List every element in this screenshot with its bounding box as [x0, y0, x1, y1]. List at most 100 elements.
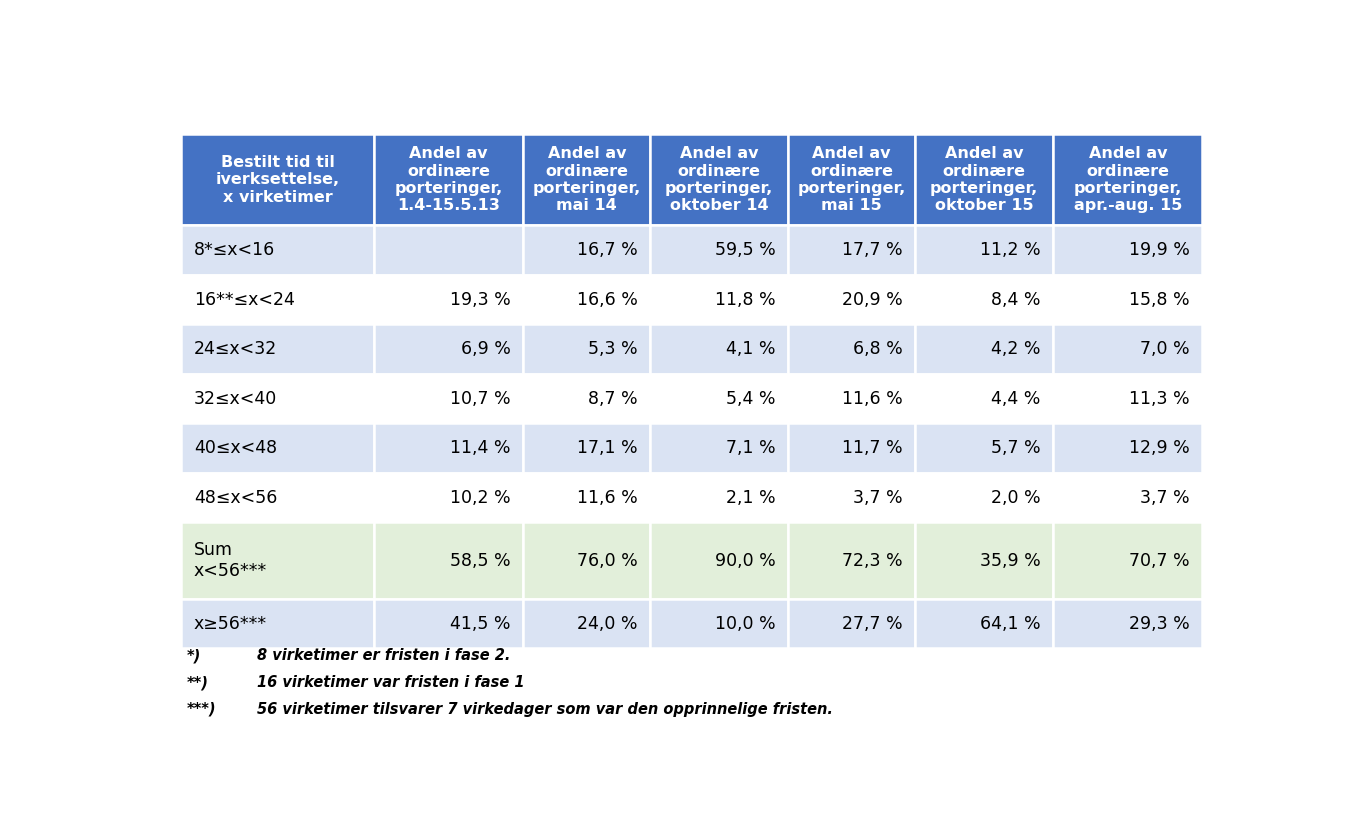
Bar	[651, 225, 788, 275]
Text: 2,1 %: 2,1 %	[726, 488, 776, 507]
Bar	[1053, 473, 1203, 522]
Text: 58,5 %: 58,5 %	[450, 552, 510, 570]
Bar	[1053, 275, 1203, 324]
Bar	[374, 374, 524, 423]
Bar	[524, 225, 651, 275]
Bar	[181, 522, 374, 599]
Bar	[915, 275, 1053, 324]
Text: 4,4 %: 4,4 %	[991, 389, 1041, 408]
Text: Andel av
ordinære
porteringer,
mai 14: Andel av ordinære porteringer, mai 14	[533, 146, 641, 214]
Bar	[788, 374, 915, 423]
Bar	[788, 225, 915, 275]
Text: **): **)	[186, 675, 208, 691]
Bar	[524, 324, 651, 374]
Text: Bestilt tid til
iverksettelse,
x virketimer: Bestilt tid til iverksettelse, x virketi…	[216, 155, 340, 205]
Bar	[374, 275, 524, 324]
Text: 72,3 %: 72,3 %	[842, 552, 903, 570]
Text: 76,0 %: 76,0 %	[576, 552, 637, 570]
Bar	[524, 522, 651, 599]
Bar	[524, 134, 651, 225]
Text: 27,7 %: 27,7 %	[842, 615, 903, 633]
Text: 6,8 %: 6,8 %	[853, 340, 903, 358]
Text: 10,0 %: 10,0 %	[716, 615, 776, 633]
Text: 3,7 %: 3,7 %	[1141, 488, 1189, 507]
Text: 56 virketimer tilsvarer 7 virkedager som var den opprinnelige fristen.: 56 virketimer tilsvarer 7 virkedager som…	[256, 702, 833, 717]
Text: 11,7 %: 11,7 %	[842, 439, 903, 457]
Bar	[915, 374, 1053, 423]
Bar	[651, 423, 788, 473]
Text: 8 virketimer er fristen i fase 2.: 8 virketimer er fristen i fase 2.	[256, 648, 510, 663]
Bar	[915, 134, 1053, 225]
Bar	[1053, 225, 1203, 275]
Text: 10,7 %: 10,7 %	[450, 389, 510, 408]
Text: 16 virketimer var fristen i fase 1: 16 virketimer var fristen i fase 1	[256, 675, 524, 691]
Bar	[524, 473, 651, 522]
Bar	[1053, 599, 1203, 648]
Text: 20,9 %: 20,9 %	[842, 290, 903, 309]
Bar	[915, 473, 1053, 522]
Bar	[181, 599, 374, 648]
Bar	[181, 134, 374, 225]
Bar	[788, 473, 915, 522]
Text: 59,5 %: 59,5 %	[716, 241, 776, 259]
Text: 24≤x<32: 24≤x<32	[194, 340, 277, 358]
Text: 64,1 %: 64,1 %	[980, 615, 1041, 633]
Text: Andel av
ordinære
porteringer,
oktober 15: Andel av ordinære porteringer, oktober 1…	[930, 146, 1038, 214]
Text: 70,7 %: 70,7 %	[1129, 552, 1189, 570]
Text: 11,2 %: 11,2 %	[980, 241, 1041, 259]
Bar	[181, 275, 374, 324]
Bar	[374, 225, 524, 275]
Text: 17,1 %: 17,1 %	[576, 439, 637, 457]
Text: x≥56***: x≥56***	[194, 615, 267, 633]
Bar	[524, 599, 651, 648]
Bar	[181, 225, 374, 275]
Text: 8*≤x<16: 8*≤x<16	[194, 241, 275, 259]
Bar	[374, 599, 524, 648]
Text: 24,0 %: 24,0 %	[578, 615, 637, 633]
Text: 8,4 %: 8,4 %	[991, 290, 1041, 309]
Bar	[374, 522, 524, 599]
Text: 19,9 %: 19,9 %	[1129, 241, 1189, 259]
Text: ***): ***)	[186, 702, 216, 717]
Bar	[374, 473, 524, 522]
Bar	[1053, 423, 1203, 473]
Bar	[524, 374, 651, 423]
Text: Sum
x<56***: Sum x<56***	[194, 541, 267, 580]
Bar	[651, 275, 788, 324]
Text: 16,7 %: 16,7 %	[576, 241, 637, 259]
Text: 40≤x<48: 40≤x<48	[194, 439, 277, 457]
Text: 35,9 %: 35,9 %	[980, 552, 1041, 570]
Bar	[181, 324, 374, 374]
Text: 7,1 %: 7,1 %	[726, 439, 776, 457]
Bar	[1053, 134, 1203, 225]
Text: 15,8 %: 15,8 %	[1129, 290, 1189, 309]
Text: 11,3 %: 11,3 %	[1129, 389, 1189, 408]
Text: 2,0 %: 2,0 %	[991, 488, 1041, 507]
Text: 7,0 %: 7,0 %	[1141, 340, 1189, 358]
Text: Andel av
ordinære
porteringer,
apr.-aug. 15: Andel av ordinære porteringer, apr.-aug.…	[1073, 146, 1183, 214]
Bar	[524, 275, 651, 324]
Bar	[788, 324, 915, 374]
Text: 11,8 %: 11,8 %	[716, 290, 776, 309]
Text: 4,1 %: 4,1 %	[726, 340, 776, 358]
Text: 16**≤x<24: 16**≤x<24	[194, 290, 294, 309]
Bar	[1053, 522, 1203, 599]
Text: Andel av
ordinære
porteringer,
oktober 14: Andel av ordinære porteringer, oktober 1…	[666, 146, 774, 214]
Text: 5,3 %: 5,3 %	[589, 340, 637, 358]
Text: 8,7 %: 8,7 %	[589, 389, 637, 408]
Bar	[915, 599, 1053, 648]
Bar	[651, 324, 788, 374]
Bar	[651, 134, 788, 225]
Bar	[374, 324, 524, 374]
Bar	[915, 522, 1053, 599]
Bar	[524, 423, 651, 473]
Bar	[1053, 324, 1203, 374]
Bar	[651, 522, 788, 599]
Text: 11,6 %: 11,6 %	[576, 488, 637, 507]
Text: 16,6 %: 16,6 %	[576, 290, 637, 309]
Text: 19,3 %: 19,3 %	[450, 290, 510, 309]
Text: Andel av
ordinære
porteringer,
1.4-15.5.13: Andel av ordinære porteringer, 1.4-15.5.…	[394, 146, 502, 214]
Text: 17,7 %: 17,7 %	[842, 241, 903, 259]
Bar	[788, 134, 915, 225]
Bar	[788, 599, 915, 648]
